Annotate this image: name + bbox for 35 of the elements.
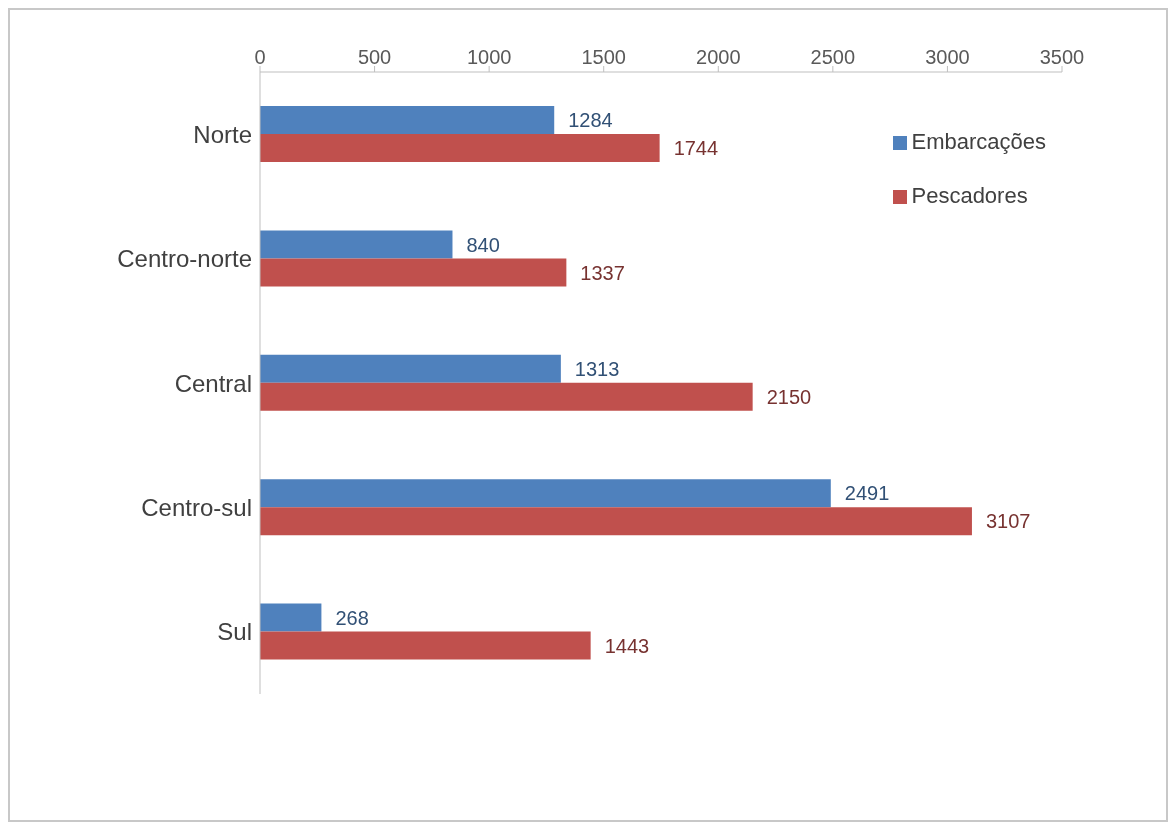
bar [260, 382, 753, 411]
bar [260, 258, 567, 287]
x-tick-label: 500 [357, 46, 392, 68]
data-label: 2150 [766, 385, 812, 408]
x-tick-label: 1000 [466, 46, 512, 68]
bar [260, 603, 322, 632]
data-label: 1337 [580, 261, 625, 284]
bar [260, 106, 555, 134]
data-label: 3107 [985, 510, 1031, 533]
bar [260, 134, 660, 162]
data-label: 1284 [568, 109, 613, 132]
legend-label: Embarcações [911, 129, 1046, 154]
y-tick-label: Central [174, 369, 252, 397]
data-label: 1313 [574, 357, 620, 380]
y-tick-label: Sul [217, 618, 252, 646]
data-label: 268 [335, 606, 369, 629]
y-tick-label: Centro-norte [117, 245, 252, 273]
bar [260, 479, 831, 508]
y-tick-label: Centro-sul [141, 493, 252, 521]
data-label: 1744 [673, 137, 719, 160]
data-label: 1443 [604, 634, 650, 657]
bar [260, 354, 561, 383]
data-label: 840 [466, 233, 500, 256]
bar [260, 230, 453, 259]
data-label: 2491 [844, 482, 890, 505]
x-tick-label: 2500 [810, 46, 856, 68]
x-tick-label: 0 [254, 46, 266, 68]
x-tick-label: 3500 [1039, 46, 1085, 68]
x-tick-label: 3000 [925, 46, 970, 68]
legend-label: Pescadores [911, 183, 1028, 208]
bar [260, 507, 972, 536]
x-tick-label: 2000 [696, 46, 741, 68]
bar [260, 631, 591, 660]
y-tick-label: Norte [193, 120, 252, 148]
x-tick-label: 1500 [581, 46, 626, 68]
